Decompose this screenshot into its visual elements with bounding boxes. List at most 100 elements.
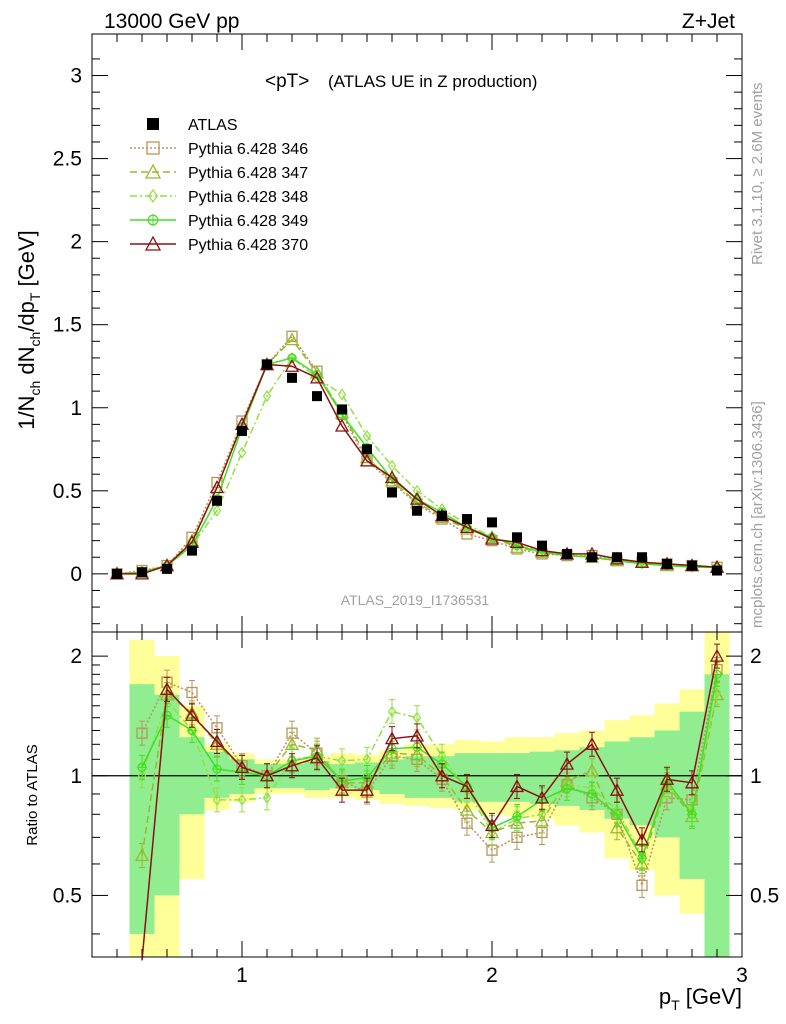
main-point-p370 — [459, 519, 475, 533]
main-point-p348 — [362, 429, 372, 443]
main-point-data — [662, 558, 672, 569]
rivet-label: Rivet 3.1.10, ≥ 2.6M events — [749, 83, 766, 266]
legend-marker-p348 — [148, 188, 158, 204]
main-line-p346 — [116, 335, 718, 575]
main-line-p348 — [116, 356, 718, 575]
main-plot-marks: 0 0.5 1 1.5 2 2.5 3 — [53, 34, 743, 632]
ratio-point-p347 — [134, 848, 150, 862]
ratio-y-axis-label: Ratio to ATLAS — [24, 744, 41, 845]
ratio-point-p348 — [412, 711, 422, 724]
legend-marker-p347 — [144, 163, 162, 179]
ratio-band-inner — [704, 674, 730, 957]
ratio-point-p348 — [212, 793, 222, 806]
ratio-plot-marks: 0.5 0.5 1 1 2 2 1 2 3 — [53, 632, 779, 987]
ratio-y-tick-label: 2 — [70, 645, 82, 668]
ratio-point-p370 — [359, 782, 375, 796]
main-title: <pT> — [265, 71, 309, 92]
ratio-y-tick-label-right: 1 — [750, 765, 762, 788]
ratio-point-p370 — [559, 756, 575, 770]
main-line-p349 — [116, 357, 717, 575]
ratio-point-p349 — [587, 788, 597, 799]
ratio-point-p348 — [537, 808, 547, 821]
main-line-p370 — [117, 363, 718, 575]
main-point-data — [437, 510, 447, 521]
main-y-tick-label: 2.5 — [53, 148, 82, 171]
legend: ATLAS Pythia 6.428 346 Pythia 6.428 347 Pyt… — [130, 117, 308, 254]
main-plot-panel: 0 0.5 1 1.5 2 2.5 3 <pT> (ATLAS UE in Z produc… — [53, 33, 743, 633]
legend-label-p346: Pythia 6.428 346 — [188, 141, 308, 158]
ratio-line-p347 — [141, 693, 718, 866]
main-point-data — [112, 568, 122, 579]
main-point-p370 — [334, 418, 350, 432]
main-y-tick-label: 1.5 — [53, 314, 82, 337]
ratio-line-p346 — [141, 669, 718, 888]
ratio-point-p349 — [612, 809, 622, 820]
main-point-data — [212, 495, 222, 506]
ratio-y-tick-label-right: 0.5 — [750, 884, 779, 907]
ratio-point-p370 — [384, 731, 400, 745]
ratio-band-inner — [479, 753, 505, 802]
main-point-p370 — [484, 531, 500, 545]
main-point-data — [287, 372, 297, 383]
main-y-tick-label: 3 — [70, 65, 82, 88]
ratio-plot-frame — [91, 631, 743, 958]
ratio-line-p370 — [141, 655, 718, 961]
ratio-point-p348 — [262, 791, 272, 804]
main-point-data — [612, 552, 622, 563]
ratio-point-p370 — [509, 779, 525, 793]
ratio-point-p370 — [684, 775, 700, 789]
main-point-data — [562, 548, 572, 559]
ratio-point-p346 — [636, 879, 648, 892]
ratio-point-p348 — [137, 769, 147, 782]
ratio-point-p370 — [459, 779, 475, 793]
mcplots-label: mcplots.cern.ch [arXiv:1306.3436] — [749, 401, 766, 628]
main-line-p347 — [116, 338, 718, 575]
main-point-data — [462, 514, 472, 525]
main-point-data — [687, 560, 697, 571]
main-y-tick-label: 2 — [70, 231, 82, 254]
ratio-point-p349 — [212, 764, 222, 775]
main-point-data — [312, 391, 322, 402]
main-point-data — [362, 444, 372, 455]
main-point-p348 — [262, 390, 272, 403]
main-point-p348 — [337, 388, 347, 401]
ratio-point-p370 — [409, 728, 425, 742]
main-point-data — [187, 545, 197, 556]
ratio-point-p370 — [584, 736, 600, 750]
ratio-point-p370 — [634, 832, 650, 846]
ratio-point-p346 — [186, 686, 198, 699]
ratio-y-tick-label: 0.5 — [53, 884, 82, 907]
ratio-point-p348 — [387, 705, 397, 718]
ratio-point-p349 — [162, 710, 172, 721]
main-point-p346 — [286, 330, 298, 342]
ratio-point-p347 — [584, 763, 600, 777]
main-point-data — [637, 552, 647, 563]
legend-label-data: ATLAS — [188, 117, 238, 134]
ratio-point-p370 — [434, 768, 450, 782]
main-point-data — [337, 404, 347, 415]
main-point-data — [537, 540, 547, 551]
x-tick-label: 3 — [736, 964, 748, 987]
ratio-band-inner — [154, 694, 180, 896]
ratio-point-p370 — [309, 750, 325, 764]
header-left-label: 13000 GeV pp — [104, 10, 239, 33]
ratio-point-p370 — [184, 707, 200, 721]
main-y-axis-label: 1/Nch dNch/dpT [GeV] — [14, 230, 43, 430]
x-tick-label: 2 — [486, 964, 498, 987]
ratio-plot-panel: 0.5 0.5 1 1 2 2 1 2 3 Ratio to ATLAS — [24, 631, 779, 987]
x-tick-label: 1 — [236, 964, 248, 987]
legend-marker-data — [147, 118, 159, 130]
ratio-point-p370 — [159, 681, 175, 695]
ratio-point-p370 — [609, 782, 625, 796]
ratio-point-p370 — [484, 818, 500, 832]
ratio-point-p349 — [637, 853, 647, 864]
main-point-p370 — [284, 358, 300, 372]
main-point-p370 — [384, 470, 400, 484]
ratio-point-p349 — [512, 811, 522, 822]
ratio-point-p370 — [709, 648, 725, 662]
legend-marker-p349 — [147, 214, 159, 226]
legend-marker-p370 — [144, 235, 162, 251]
legend-label-p349: Pythia 6.428 349 — [188, 213, 308, 230]
ratio-point-p346 — [486, 844, 498, 856]
